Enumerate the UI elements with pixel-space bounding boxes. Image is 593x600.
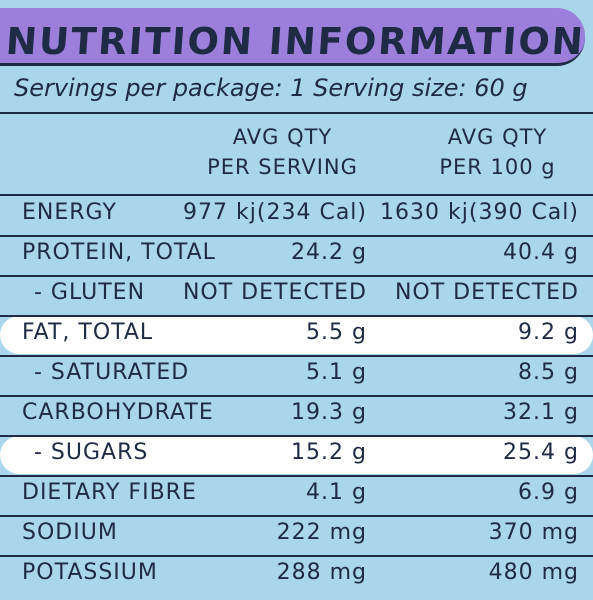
- row-name: PROTEIN, TOTAL: [22, 240, 216, 265]
- divider: [0, 515, 593, 517]
- row-per-serving: 15.2 g: [291, 440, 367, 465]
- header-per-100g-line1: AVG QTY: [447, 125, 548, 149]
- divider: [0, 315, 593, 317]
- table-row: - SATURATED 5.1 g 8.5 g: [0, 356, 593, 394]
- row-name: FAT, TOTAL: [22, 320, 154, 345]
- divider: [0, 435, 593, 437]
- divider: [0, 475, 593, 477]
- panel-title: NUTRITION INFORMATION: [4, 20, 587, 63]
- row-name: CARBOHYDRATE: [22, 400, 214, 425]
- row-per-serving: 24.2 g: [291, 240, 367, 265]
- row-per-serving: 222 mg: [276, 520, 367, 545]
- row-per-100g: 32.1 g: [503, 400, 579, 425]
- table-row: PROTEIN, TOTAL 24.2 g 40.4 g: [0, 236, 593, 274]
- row-per-100g: 8.5 g: [518, 360, 579, 385]
- table-row: FAT, TOTAL 5.5 g 9.2 g: [0, 316, 593, 354]
- row-name: - GLUTEN: [34, 280, 146, 305]
- header-per-serving: AVG QTY PER SERVING: [190, 122, 375, 182]
- divider: [0, 112, 593, 114]
- divider: [0, 395, 593, 397]
- row-name: SODIUM: [22, 520, 118, 545]
- header-per-serving-line1: AVG QTY: [232, 125, 333, 149]
- servings-line: Servings per package: 1 Serving size: 60…: [14, 74, 528, 102]
- table-row: DIETARY FIBRE 4.1 g 6.9 g: [0, 476, 593, 514]
- row-per-100g: NOT DETECTED: [394, 280, 579, 305]
- divider: [0, 235, 593, 237]
- divider: [0, 194, 593, 196]
- header-per-100g-line2: PER 100 g: [439, 155, 556, 179]
- row-per-100g: 480 mg: [488, 560, 579, 585]
- table-row: - GLUTEN NOT DETECTED NOT DETECTED: [0, 276, 593, 314]
- row-per-serving: 5.1 g: [306, 360, 367, 385]
- row-per-100g: 1630 kj(390 Cal): [380, 200, 579, 225]
- row-per-serving: 288 mg: [276, 560, 367, 585]
- row-per-serving: 19.3 g: [291, 400, 367, 425]
- row-per-serving: 5.5 g: [306, 320, 367, 345]
- row-name: POTASSIUM: [22, 560, 158, 585]
- row-name: - SUGARS: [34, 440, 149, 465]
- row-name: DIETARY FIBRE: [22, 480, 197, 505]
- row-per-100g: 40.4 g: [503, 240, 579, 265]
- title-bar: NUTRITION INFORMATION: [0, 8, 587, 66]
- divider: [0, 355, 593, 357]
- row-per-serving: NOT DETECTED: [182, 280, 367, 305]
- row-name: ENERGY: [22, 200, 117, 225]
- row-per-100g: 370 mg: [488, 520, 579, 545]
- row-per-serving: 977 kj(234 Cal): [183, 200, 367, 225]
- row-per-100g: 9.2 g: [518, 320, 579, 345]
- row-per-100g: 25.4 g: [503, 440, 579, 465]
- row-name: - SATURATED: [34, 360, 190, 385]
- table-row: ENERGY 977 kj(234 Cal) 1630 kj(390 Cal): [0, 196, 593, 234]
- table-row: - SUGARS 15.2 g 25.4 g: [0, 436, 593, 474]
- table-row: CARBOHYDRATE 19.3 g 32.1 g: [0, 396, 593, 434]
- table-row: SODIUM 222 mg 370 mg: [0, 516, 593, 554]
- divider: [0, 555, 593, 557]
- row-per-serving: 4.1 g: [306, 480, 367, 505]
- header-per-serving-line2: PER SERVING: [207, 155, 358, 179]
- header-per-100g: AVG QTY PER 100 g: [410, 122, 585, 182]
- divider: [0, 275, 593, 277]
- table-row: POTASSIUM 288 mg 480 mg: [0, 556, 593, 594]
- row-per-100g: 6.9 g: [518, 480, 579, 505]
